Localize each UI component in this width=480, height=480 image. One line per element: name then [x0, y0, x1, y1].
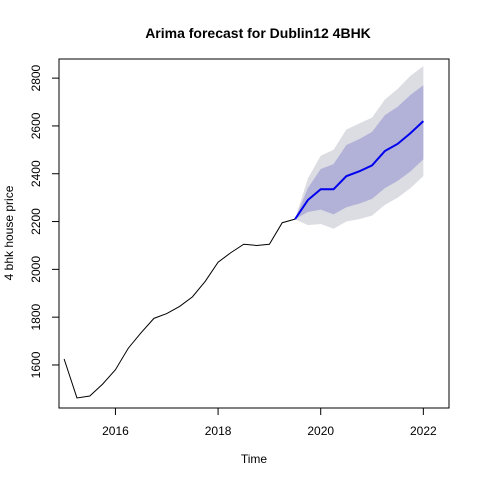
y-tick-label: 2800	[29, 64, 43, 91]
x-tick-label: 2018	[205, 424, 232, 438]
y-tick-label: 2000	[29, 256, 43, 283]
x-axis: 2016 2018 2020 2022	[102, 408, 437, 438]
y-tick-label: 2600	[29, 112, 43, 139]
x-tick-label: 2020	[307, 424, 334, 438]
prediction-band-80	[295, 85, 423, 219]
x-axis-label: Time	[241, 452, 268, 466]
chart-title: Arima forecast for Dublin12 4BHK	[145, 25, 371, 41]
x-tick-label: 2022	[410, 424, 437, 438]
y-tick-label: 1600	[29, 351, 43, 378]
plot-area	[64, 66, 423, 398]
y-tick-label: 2200	[29, 208, 43, 235]
y-axis-label: 4 bhk house price	[2, 185, 16, 280]
y-tick-label: 2400	[29, 160, 43, 187]
y-tick-label: 1800	[29, 303, 43, 330]
history-series-line	[64, 219, 295, 398]
x-tick-label: 2016	[102, 424, 129, 438]
y-axis: 1600 1800 2000 2200 2400 2600 2800	[29, 64, 59, 378]
